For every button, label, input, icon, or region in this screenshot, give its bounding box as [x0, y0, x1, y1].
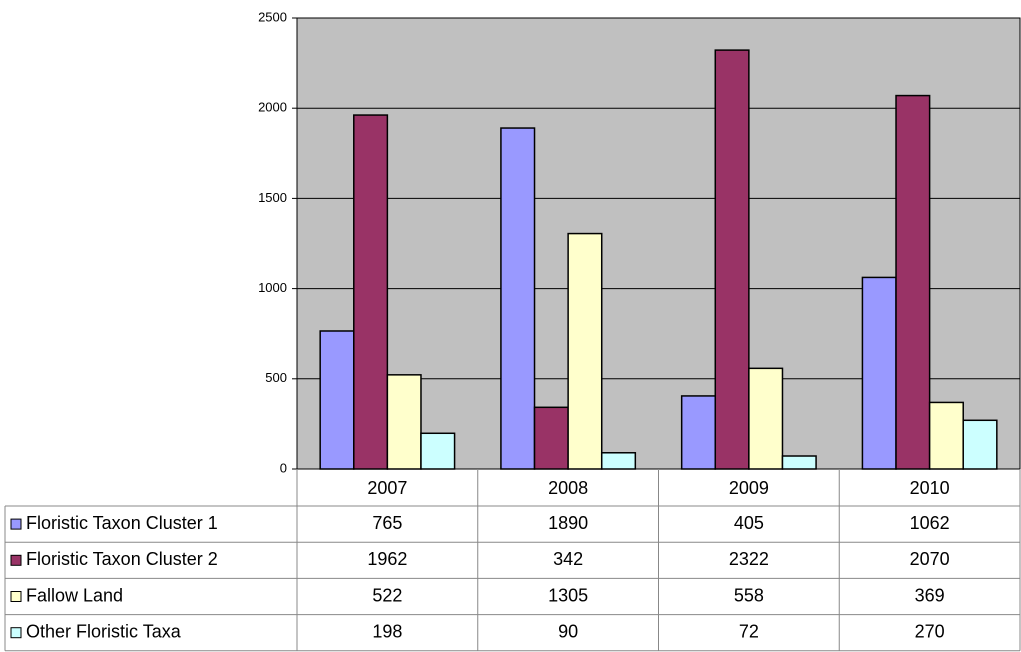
legend-key [10, 518, 22, 530]
table-value: 369 [915, 585, 945, 605]
bar [567, 232, 603, 470]
table-value: 1305 [548, 585, 588, 605]
table-value: 2322 [729, 549, 769, 569]
bar [420, 432, 456, 470]
legend-label: Floristic Taxon Cluster 2 [26, 549, 218, 569]
table-value: 1890 [548, 513, 588, 533]
bar [748, 367, 784, 470]
x-tick-label: 2008 [548, 478, 588, 498]
table-value: 1962 [367, 549, 407, 569]
bar [533, 406, 569, 470]
table-value: 2070 [910, 549, 950, 569]
y-tick-label: 1000 [258, 280, 287, 295]
y-tick-label: 2500 [258, 9, 287, 24]
table-value: 405 [734, 513, 764, 533]
table-value: 270 [915, 621, 945, 641]
table-value: 522 [372, 585, 402, 605]
bar [353, 114, 389, 470]
y-tick-label: 2000 [258, 100, 287, 115]
bar [386, 374, 422, 470]
bar [962, 419, 998, 470]
bar [781, 455, 817, 470]
y-tick-label: 0 [280, 460, 287, 475]
legend-label: Floristic Taxon Cluster 1 [26, 513, 218, 533]
table-value: 1062 [910, 513, 950, 533]
bar [861, 276, 897, 470]
legend-label: Other Floristic Taxa [26, 621, 182, 641]
x-tick-label: 2007 [367, 478, 407, 498]
legend-label: Fallow Land [26, 585, 123, 605]
x-tick-label: 2010 [910, 478, 950, 498]
y-tick-label: 1500 [258, 190, 287, 205]
bar [714, 49, 750, 470]
legend-key [10, 554, 22, 566]
bar [895, 94, 931, 470]
table-value: 342 [553, 549, 583, 569]
legend-key [10, 591, 22, 602]
legend-key [10, 627, 22, 639]
table-value: 558 [734, 585, 764, 605]
table-value: 765 [372, 513, 402, 533]
x-tick-label: 2009 [729, 478, 769, 498]
y-tick-label: 500 [265, 370, 287, 385]
bar [319, 330, 355, 470]
bar [600, 452, 637, 470]
table-value: 72 [739, 621, 759, 641]
bar [928, 401, 964, 470]
table-value: 90 [558, 621, 578, 641]
table-value: 198 [372, 621, 402, 641]
bar [500, 127, 536, 470]
bar [680, 395, 717, 470]
